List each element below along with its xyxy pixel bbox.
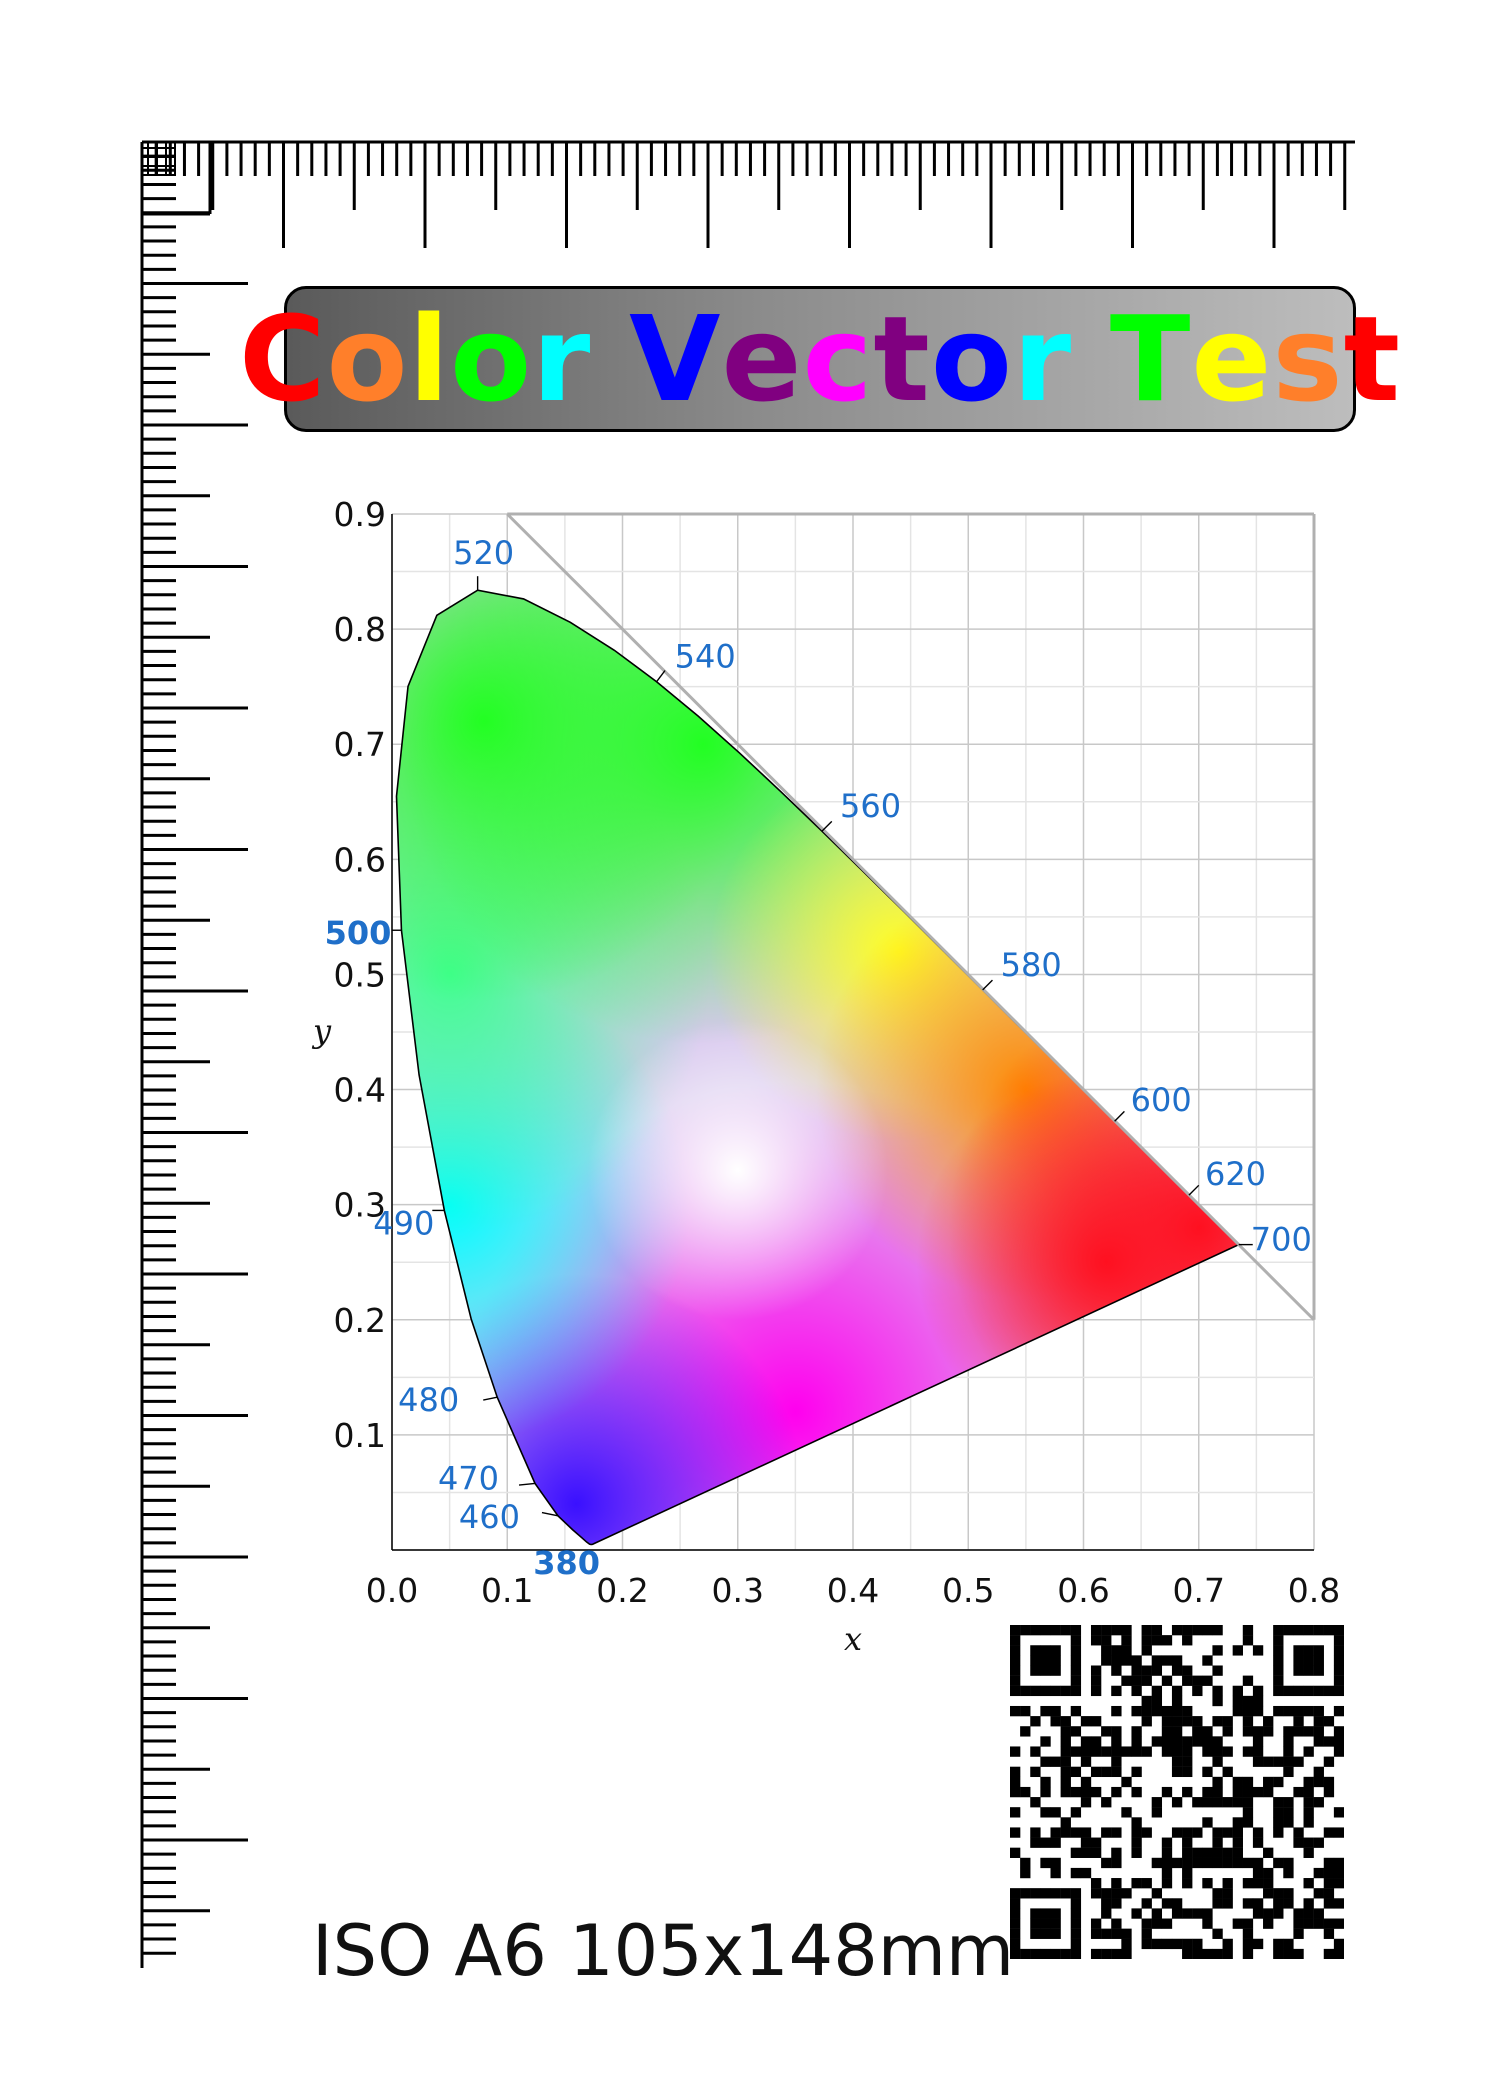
title-letter: l [408, 290, 451, 428]
wavelength-label-380: 380 [533, 1544, 600, 1582]
y-tick-label: 0.9 [334, 495, 386, 534]
wavelength-label-480: 480 [398, 1381, 459, 1419]
title-letter: o [930, 290, 1013, 428]
y-axis-label: y [311, 1012, 332, 1050]
wavelength-label-560: 560 [840, 787, 901, 825]
qr-code-icon [1010, 1625, 1344, 1959]
wavelength-label-460: 460 [459, 1498, 520, 1536]
title-letter: c [802, 290, 874, 428]
wavelength-tick [1114, 1110, 1125, 1122]
x-tick-label: 0.4 [827, 1571, 879, 1610]
x-axis-label: x [844, 1620, 862, 1658]
x-tick-label: 0.5 [942, 1571, 994, 1610]
title-letter: T [1109, 290, 1192, 428]
wavelength-label-700: 700 [1251, 1221, 1312, 1259]
title-banner: Color Vector Test [239, 286, 1400, 432]
title-letter: t [1343, 290, 1402, 428]
wavelength-tick [483, 1396, 498, 1401]
wavelength-label-540: 540 [675, 638, 736, 676]
title-letter: r [1012, 290, 1073, 428]
title-letter: o [450, 290, 533, 428]
title-letter: o [326, 290, 409, 428]
wavelength-label-520: 520 [453, 534, 514, 572]
wavelength-tick [656, 670, 666, 683]
paper-size-label: ISO A6 105x148mm [312, 1910, 1015, 1992]
y-tick-label: 0.6 [334, 840, 386, 879]
y-tick-label: 0.7 [334, 725, 386, 764]
x-tick-label: 0.8 [1288, 1571, 1340, 1610]
y-tick-label: 0.3 [334, 1186, 386, 1225]
wavelength-label-600: 600 [1131, 1081, 1192, 1119]
title-letter: r [532, 290, 592, 428]
wavelength-label-490: 490 [373, 1204, 434, 1242]
y-tick-label: 0.4 [334, 1071, 386, 1110]
y-tick-label: 0.2 [334, 1301, 386, 1340]
wavelength-label-620: 620 [1205, 1155, 1266, 1193]
gamut-fill [396, 590, 1239, 1545]
y-tick-label: 0.5 [334, 955, 386, 994]
wavelength-tick [982, 979, 993, 991]
x-tick-label: 0.0 [366, 1571, 418, 1610]
title-letter: s [1272, 290, 1344, 428]
title-letter: V [629, 290, 722, 428]
x-tick-label: 0.7 [1173, 1571, 1225, 1610]
wavelength-label-470: 470 [438, 1459, 499, 1497]
x-tick-label: 0.3 [712, 1571, 764, 1610]
wavelength-label-500: 500 [325, 914, 392, 952]
page-title: Color Vector Test [239, 300, 1401, 418]
wavelength-tick [1188, 1184, 1200, 1196]
x-tick-label: 0.6 [1057, 1571, 1109, 1610]
wavelength-tick [821, 820, 833, 832]
title-letter: e [1191, 290, 1273, 428]
x-tick-label: 0.1 [481, 1571, 533, 1610]
x-tick-label: 0.2 [596, 1571, 648, 1610]
title-letter: C [238, 290, 327, 428]
y-tick-label: 0.1 [334, 1416, 386, 1455]
title-letter: e [721, 290, 803, 428]
title-letter: t [873, 290, 931, 428]
y-tick-label: 0.8 [334, 610, 386, 649]
wavelength-tick [541, 1511, 559, 1517]
wavelength-label-580: 580 [1001, 946, 1062, 984]
wavelength-tick [518, 1482, 536, 1486]
boundary-line [506, 512, 1316, 1321]
